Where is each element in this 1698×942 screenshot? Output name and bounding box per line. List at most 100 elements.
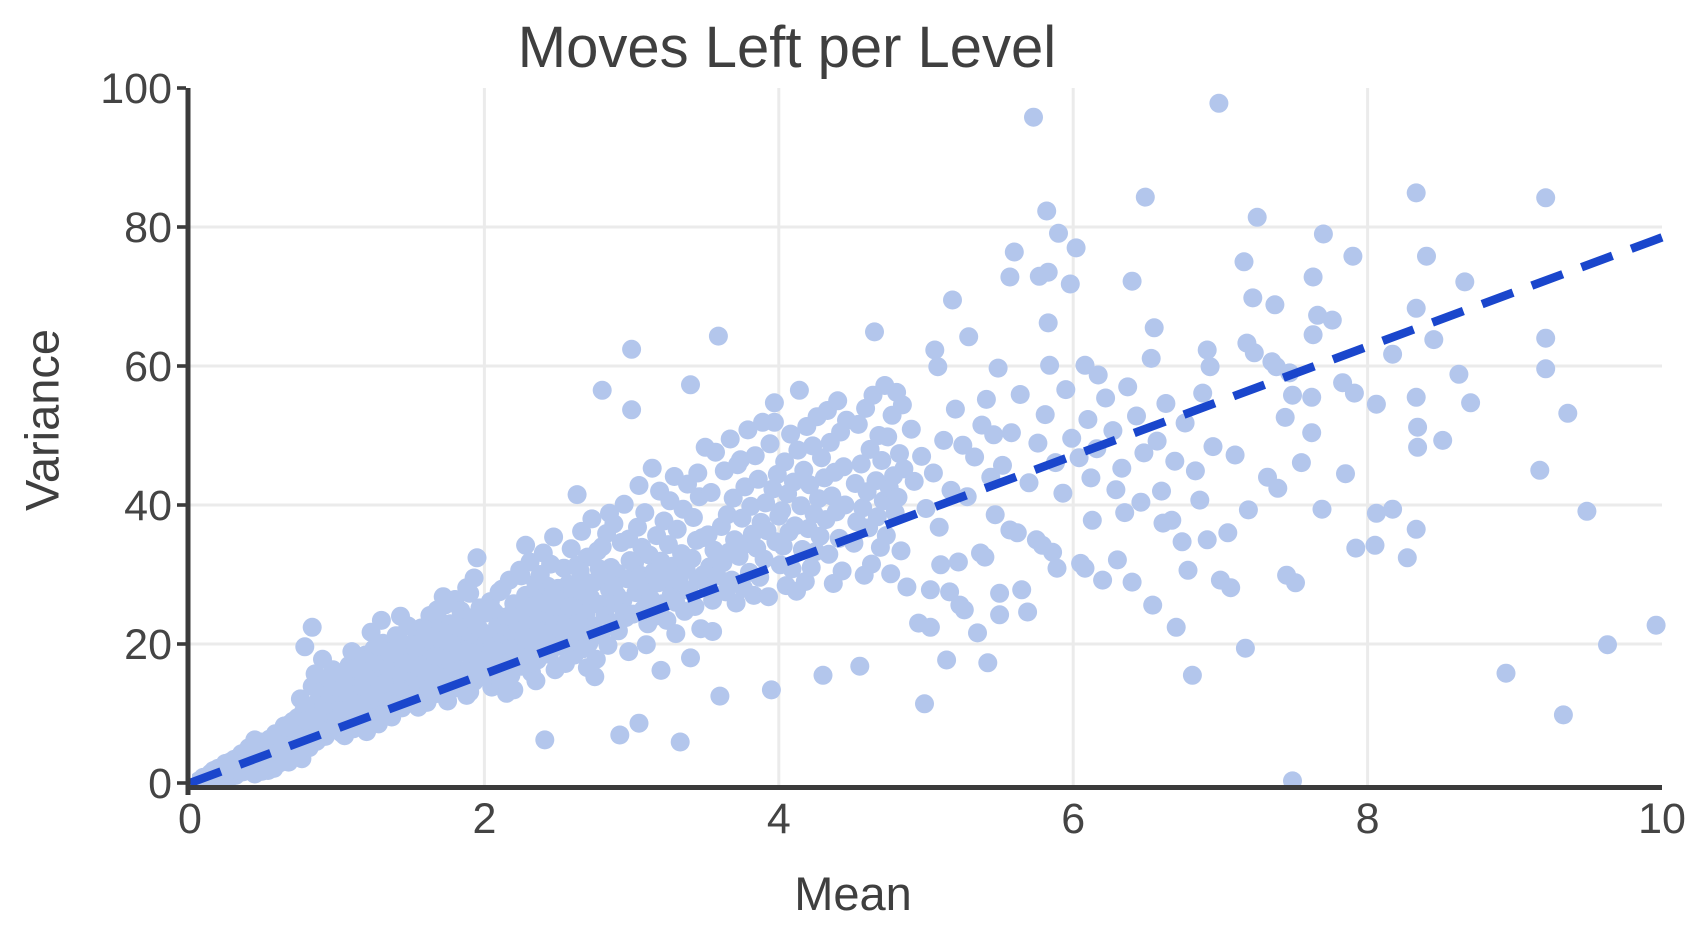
scatter-point [988, 358, 1008, 378]
scatter-point [666, 624, 686, 644]
scatter-point [1455, 272, 1475, 292]
scatter-point [1243, 288, 1263, 308]
scatter-point [526, 671, 546, 691]
scatter-point [1197, 530, 1217, 550]
scatter-point [1001, 423, 1021, 443]
scatter-point [389, 630, 409, 650]
scatter-point [1178, 560, 1198, 580]
scatter-point [759, 587, 778, 607]
scatter-point [1112, 458, 1132, 478]
scatter-point [892, 395, 912, 415]
scatter-point [335, 726, 355, 746]
y-tick [177, 503, 186, 507]
scatter-point [1038, 313, 1058, 333]
scatter-point [748, 469, 768, 489]
scatter-point [267, 749, 287, 769]
scatter-point [604, 576, 624, 596]
scatter-point [775, 452, 795, 472]
scatter-point [1004, 242, 1024, 262]
scatter-point [976, 389, 996, 409]
scatter-point [555, 617, 575, 637]
scatter-point [745, 446, 765, 466]
scatter-point [1313, 224, 1333, 244]
scatter-point [1107, 550, 1127, 570]
scatter-point [501, 606, 521, 626]
scatter-point [567, 485, 587, 505]
scatter-point [598, 635, 618, 655]
scatter-point [688, 463, 708, 483]
scatter-point [683, 508, 703, 527]
scatter-point [761, 680, 781, 700]
scatter-point [1303, 267, 1323, 287]
scatter-point [1365, 535, 1385, 555]
scatter-point [928, 357, 948, 377]
scatter-point [1558, 403, 1578, 423]
scatter-point [706, 442, 725, 462]
scatter-point [1024, 107, 1043, 127]
scatter-point [940, 582, 960, 602]
scatter-point [853, 498, 873, 518]
x-gridline [482, 88, 486, 785]
x-tick-label: 2 [472, 795, 496, 843]
scatter-point [511, 566, 531, 586]
scatter-point [629, 476, 649, 495]
scatter-point [878, 427, 898, 447]
scatter-point [1312, 499, 1332, 519]
scatter-point [1122, 271, 1142, 291]
scatter-point [1043, 542, 1063, 562]
scatter-point [717, 505, 737, 525]
scatter-point [1010, 385, 1030, 404]
scatter-point [482, 599, 502, 619]
scatter-point [1302, 423, 1322, 443]
scatter-point [832, 561, 852, 581]
scatter-point [438, 691, 458, 711]
scatter-point [1122, 572, 1142, 592]
scatter-point [460, 682, 480, 702]
scatter-point [332, 701, 352, 721]
scatter-point [894, 459, 914, 479]
scatter-point [1069, 448, 1089, 468]
scatter-point [374, 674, 394, 694]
scatter-point [865, 322, 884, 342]
scatter-point [467, 548, 487, 568]
scatter-point [954, 600, 974, 620]
scatter-point [563, 578, 583, 598]
scatter-point [345, 658, 365, 678]
scatter-point [507, 644, 527, 664]
scatter-point [948, 552, 968, 572]
scatter-point [1165, 451, 1185, 471]
scatter-point [1336, 464, 1355, 484]
scatter-point [1235, 638, 1255, 658]
scatter-point [1203, 437, 1223, 457]
scatter-point [1406, 183, 1426, 203]
y-gridline [190, 225, 1662, 229]
y-tick-label: 0 [148, 760, 172, 808]
scatter-point [1322, 310, 1342, 330]
scatter-point [915, 694, 934, 714]
scatter-point [1028, 433, 1048, 453]
x-tick-label: 4 [767, 795, 791, 843]
scatter-point [273, 735, 293, 755]
scatter-point [290, 689, 310, 709]
scatter-point [710, 686, 730, 706]
scatter-point [635, 503, 655, 523]
scatter-point [1152, 481, 1171, 501]
scatter-point [419, 679, 438, 699]
x-axis-title: Mean [794, 867, 912, 920]
scatter-point [426, 647, 446, 666]
scatter-point [1200, 357, 1220, 377]
scatter-point [1081, 468, 1101, 488]
scatter-point [1115, 503, 1135, 523]
scatter-point [876, 526, 896, 546]
scatter-point [1225, 445, 1245, 465]
scatter-point [1185, 461, 1205, 481]
scatter-point [391, 606, 410, 626]
scatter-point [772, 501, 792, 521]
scatter-point [812, 448, 831, 468]
scatter-point [1383, 344, 1403, 364]
scatter-point [1049, 223, 1068, 243]
scatter-point [1234, 252, 1254, 272]
scatter-point [1536, 359, 1556, 379]
scatter-point [642, 458, 662, 478]
